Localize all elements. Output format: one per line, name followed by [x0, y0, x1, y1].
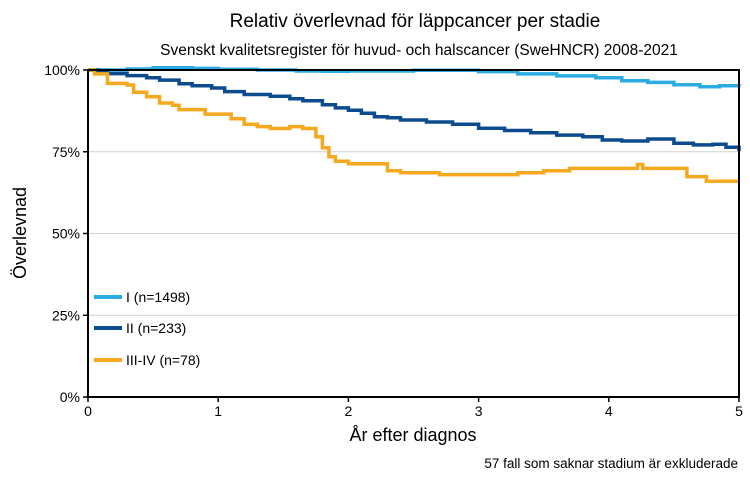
legend-label: I (n=1498) [126, 289, 190, 305]
x-axis-ticks: 0 1 2 3 4 5 [84, 397, 743, 419]
y-tick-label: 0% [60, 389, 80, 405]
y-tick-label: 100% [44, 62, 80, 78]
x-tick-label: 5 [735, 403, 743, 419]
y-axis-label: Överlevnad [10, 187, 30, 279]
series-lines [88, 65, 741, 183]
x-axis-label: År efter diagnos [349, 425, 476, 445]
chart-subtitle: Svenskt kvalitetsregister för huvud- och… [160, 42, 678, 59]
y-tick-label: 75% [52, 144, 80, 160]
legend: I (n=1498) II (n=233) III-IV (n=78) [94, 289, 200, 368]
x-tick-label: 2 [345, 403, 353, 419]
series-line-2 [88, 68, 741, 152]
chart-footnote: 57 fall som saknar stadium är exkluderad… [484, 456, 738, 471]
legend-label: III-IV (n=78) [126, 352, 200, 368]
y-tick-label: 50% [52, 226, 80, 242]
x-tick-label: 4 [605, 403, 613, 419]
x-tick-label: 0 [84, 403, 92, 419]
plot-frame [87, 69, 740, 398]
x-tick-label: 1 [214, 403, 222, 419]
chart-title: Relativ överlevnad för läppcancer per st… [230, 11, 601, 32]
y-axis-ticks: 0% 25% 50% 75% 100% [44, 62, 88, 405]
gridlines [88, 151, 739, 316]
series-line-3 [88, 68, 739, 183]
legend-label: II (n=233) [126, 320, 186, 336]
x-tick-label: 3 [475, 403, 483, 419]
y-tick-label: 25% [52, 307, 80, 323]
